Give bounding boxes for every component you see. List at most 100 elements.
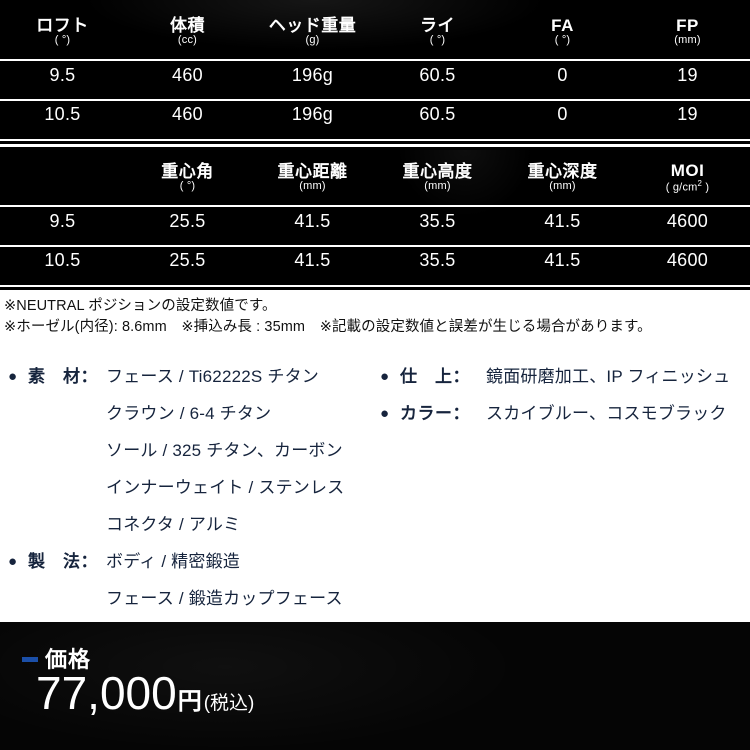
cell-lie: 60.5 bbox=[419, 65, 456, 85]
header-cell-cg-depth: 重心深度 (mm) bbox=[500, 150, 625, 202]
spec-item-color: ● カラー： スカイブルー、コスモブラック bbox=[380, 395, 750, 432]
table-divider bbox=[0, 99, 750, 101]
cell-loft: 9.5 bbox=[49, 65, 76, 85]
specs-column-right: ● 仕 上： 鏡面研磨加工、IP フィニッシュ ● カラー： スカイブルー、コス… bbox=[380, 358, 750, 432]
header-cell-fp: FP (mm) bbox=[625, 4, 750, 56]
header-unit: ( °) bbox=[179, 180, 196, 193]
spec-item-material-cont: ● 素 材： クラウン / 6-4 チタン bbox=[8, 395, 388, 432]
specs-column-left: ● 素 材： フェース / Ti62222S チタン ● 素 材： クラウン /… bbox=[8, 358, 388, 617]
cell-cg-distance: 41.5 bbox=[294, 211, 331, 232]
price-tax-note: (税込) bbox=[203, 693, 255, 714]
header-title: FA bbox=[551, 16, 574, 36]
header-title: ヘッド重量 bbox=[268, 16, 357, 36]
moi-unit-superscript: 2 bbox=[697, 178, 703, 188]
spec-table-2: 重心角 ( °) 重心距離 (mm) 重心高度 (mm) 重心深度 (mm) bbox=[0, 150, 750, 280]
moi-unit-tail: ) bbox=[702, 181, 710, 194]
header-unit: ( °) bbox=[54, 34, 71, 47]
header-unit: (g) bbox=[305, 34, 320, 47]
header-title: ロフト bbox=[36, 16, 89, 36]
spec-item-material-cont: ● 素 材： ソール / 325 チタン、カーボン bbox=[8, 432, 388, 469]
header-cell-head-weight: ヘッド重量 (g) bbox=[250, 4, 375, 56]
spec-table-2-wrapper: 重心角 ( °) 重心距離 (mm) 重心高度 (mm) 重心深度 (mm) bbox=[0, 150, 750, 280]
spec-value: 鏡面研磨加工、IP フィニッシュ bbox=[486, 367, 731, 386]
price-amount: 77,000 bbox=[36, 667, 177, 719]
header-unit: (mm) bbox=[299, 180, 326, 193]
bullet-icon: ● bbox=[8, 368, 18, 385]
spec-item-material-cont: ● 素 材： インナーウェイト / ステンレス bbox=[8, 469, 388, 506]
cell-fa: 0 bbox=[557, 65, 568, 85]
cell-fa: 0 bbox=[557, 104, 568, 124]
cell-fp: 19 bbox=[677, 104, 698, 124]
spec-value: ソール / 325 チタン、カーボン bbox=[106, 441, 343, 460]
cell-volume: 460 bbox=[172, 65, 203, 85]
table-row: 10.5 460 196g 60.5 0 19 bbox=[0, 95, 750, 134]
moi-unit-base: ( g/cm bbox=[665, 181, 698, 194]
header-cell-loft: ロフト ( °) bbox=[0, 4, 125, 56]
price-currency: 円 bbox=[177, 688, 202, 715]
spec-item-material-cont: ● 素 材： コネクタ / アルミ bbox=[8, 506, 388, 543]
note-line: ※ホーゼル(内径): 8.6mm ※挿込み長 : 35mm ※記載の設定数値と誤… bbox=[4, 319, 652, 335]
header-title: 重心深度 bbox=[527, 162, 598, 182]
spec-label: 素 材： bbox=[28, 367, 98, 386]
cell-cg-depth: 41.5 bbox=[544, 250, 581, 271]
table-divider bbox=[0, 205, 750, 207]
price-amount-row: 77,000 円 (税込) bbox=[36, 670, 254, 716]
bullet-icon: ● bbox=[380, 405, 390, 422]
cell-loft: 9.5 bbox=[49, 211, 76, 232]
spec-label: カラー： bbox=[400, 404, 470, 423]
price-label-row: 価格 bbox=[22, 642, 91, 674]
spec-value: フェース / Ti62222S チタン bbox=[106, 367, 319, 386]
header-title: 体積 bbox=[170, 16, 205, 36]
header-cell-cg-angle: 重心角 ( °) bbox=[125, 150, 250, 202]
bullet-icon: ● bbox=[380, 368, 390, 385]
header-cell-empty bbox=[0, 150, 125, 202]
notes-section: ※NEUTRAL ポジションの設定数値です。 ※ホーゼル(内径): 8.6mm … bbox=[4, 296, 750, 338]
header-title: ライ bbox=[420, 16, 455, 36]
header-unit: (mm) bbox=[549, 180, 576, 193]
table-header-row: 重心角 ( °) 重心距離 (mm) 重心高度 (mm) 重心深度 (mm) bbox=[0, 150, 750, 202]
table-divider bbox=[0, 139, 750, 141]
spec-item-manufacturing-cont: ● 製 法： フェース / 鍛造カップフェース bbox=[8, 580, 388, 617]
cell-moi: 4600 bbox=[666, 211, 709, 232]
header-unit: (cc) bbox=[177, 34, 198, 47]
table-divider bbox=[0, 59, 750, 61]
spec-item-material: ● 素 材： フェース / Ti62222S チタン bbox=[8, 358, 388, 395]
table-row: 10.5 25.5 41.5 35.5 41.5 4600 bbox=[0, 241, 750, 280]
header-title: MOI bbox=[670, 161, 705, 180]
cell-cg-height: 35.5 bbox=[419, 211, 456, 232]
spec-value: ボディ / 精密鍛造 bbox=[106, 552, 240, 571]
header-cell-cg-height: 重心高度 (mm) bbox=[375, 150, 500, 202]
table-row: 9.5 460 196g 60.5 0 19 bbox=[0, 56, 750, 95]
header-cell-volume: 体積 (cc) bbox=[125, 4, 250, 56]
header-cell-lie: ライ ( °) bbox=[375, 4, 500, 56]
table-row: 9.5 25.5 41.5 35.5 41.5 4600 bbox=[0, 202, 750, 241]
cell-loft: 10.5 bbox=[44, 104, 81, 124]
cell-head-weight: 196g bbox=[291, 65, 334, 85]
cell-cg-angle: 25.5 bbox=[169, 211, 206, 232]
spec-label: 仕 上： bbox=[400, 367, 470, 386]
header-unit: (mm) bbox=[674, 34, 701, 47]
cell-cg-depth: 41.5 bbox=[544, 211, 581, 232]
cell-moi: 4600 bbox=[666, 250, 709, 271]
spec-table-1: ロフト ( °) 体積 (cc) ヘッド重量 (g) ライ ( °) bbox=[0, 4, 750, 134]
header-unit bbox=[0, 178, 125, 186]
cell-loft: 10.5 bbox=[44, 250, 81, 271]
header-cell-fa: FA ( °) bbox=[500, 4, 625, 56]
cell-head-weight: 196g bbox=[291, 104, 334, 124]
spec-table-section: ロフト ( °) 体積 (cc) ヘッド重量 (g) ライ ( °) bbox=[0, 0, 750, 290]
spec-value: コネクタ / アルミ bbox=[106, 515, 241, 534]
header-unit: ( °) bbox=[554, 34, 571, 47]
header-title bbox=[0, 166, 125, 178]
spec-item-finish: ● 仕 上： 鏡面研磨加工、IP フィニッシュ bbox=[380, 358, 750, 395]
header-unit: ( °) bbox=[429, 34, 446, 47]
price-section: 価格 77,000 円 (税込) bbox=[0, 622, 750, 750]
header-title: FP bbox=[676, 16, 699, 36]
cell-volume: 460 bbox=[172, 104, 203, 124]
header-title: 重心距離 bbox=[277, 162, 348, 182]
spec-item-manufacturing: ● 製 法： ボディ / 精密鍛造 bbox=[8, 543, 388, 580]
table-divider bbox=[0, 245, 750, 247]
spec-value: スカイブルー、コスモブラック bbox=[486, 404, 727, 423]
header-title: 重心角 bbox=[161, 162, 214, 182]
header-cell-moi: MOI ( g/cm2 ) bbox=[625, 150, 750, 202]
header-title: 重心高度 bbox=[402, 162, 473, 182]
